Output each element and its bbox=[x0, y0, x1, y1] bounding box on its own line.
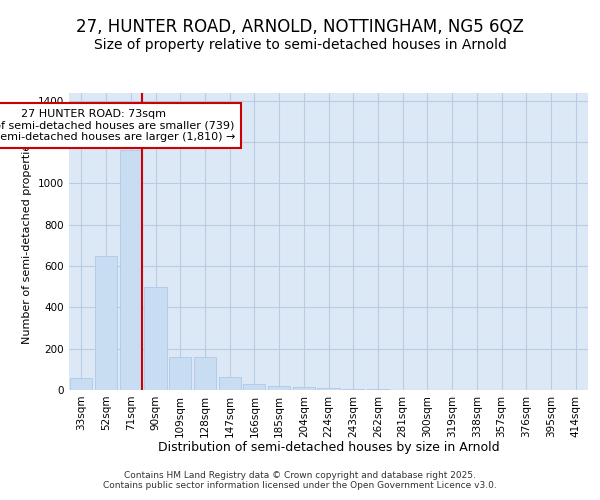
Y-axis label: Number of semi-detached properties: Number of semi-detached properties bbox=[22, 138, 32, 344]
Bar bbox=[317, 388, 340, 390]
Bar bbox=[268, 386, 290, 390]
Text: 27 HUNTER ROAD: 73sqm
← 28% of semi-detached houses are smaller (739)
70% of sem: 27 HUNTER ROAD: 73sqm ← 28% of semi-deta… bbox=[0, 109, 235, 142]
Text: Contains HM Land Registry data © Crown copyright and database right 2025.
Contai: Contains HM Land Registry data © Crown c… bbox=[103, 470, 497, 490]
Bar bbox=[243, 384, 265, 390]
Bar bbox=[169, 357, 191, 390]
X-axis label: Distribution of semi-detached houses by size in Arnold: Distribution of semi-detached houses by … bbox=[158, 441, 499, 454]
Bar bbox=[95, 256, 117, 390]
Text: 27, HUNTER ROAD, ARNOLD, NOTTINGHAM, NG5 6QZ: 27, HUNTER ROAD, ARNOLD, NOTTINGHAM, NG5… bbox=[76, 18, 524, 36]
Bar bbox=[194, 357, 216, 390]
Bar bbox=[70, 378, 92, 390]
Bar bbox=[293, 387, 315, 390]
Bar bbox=[119, 150, 142, 390]
Bar bbox=[218, 376, 241, 390]
Bar bbox=[342, 389, 364, 390]
Text: Size of property relative to semi-detached houses in Arnold: Size of property relative to semi-detach… bbox=[94, 38, 506, 52]
Bar bbox=[145, 286, 167, 390]
